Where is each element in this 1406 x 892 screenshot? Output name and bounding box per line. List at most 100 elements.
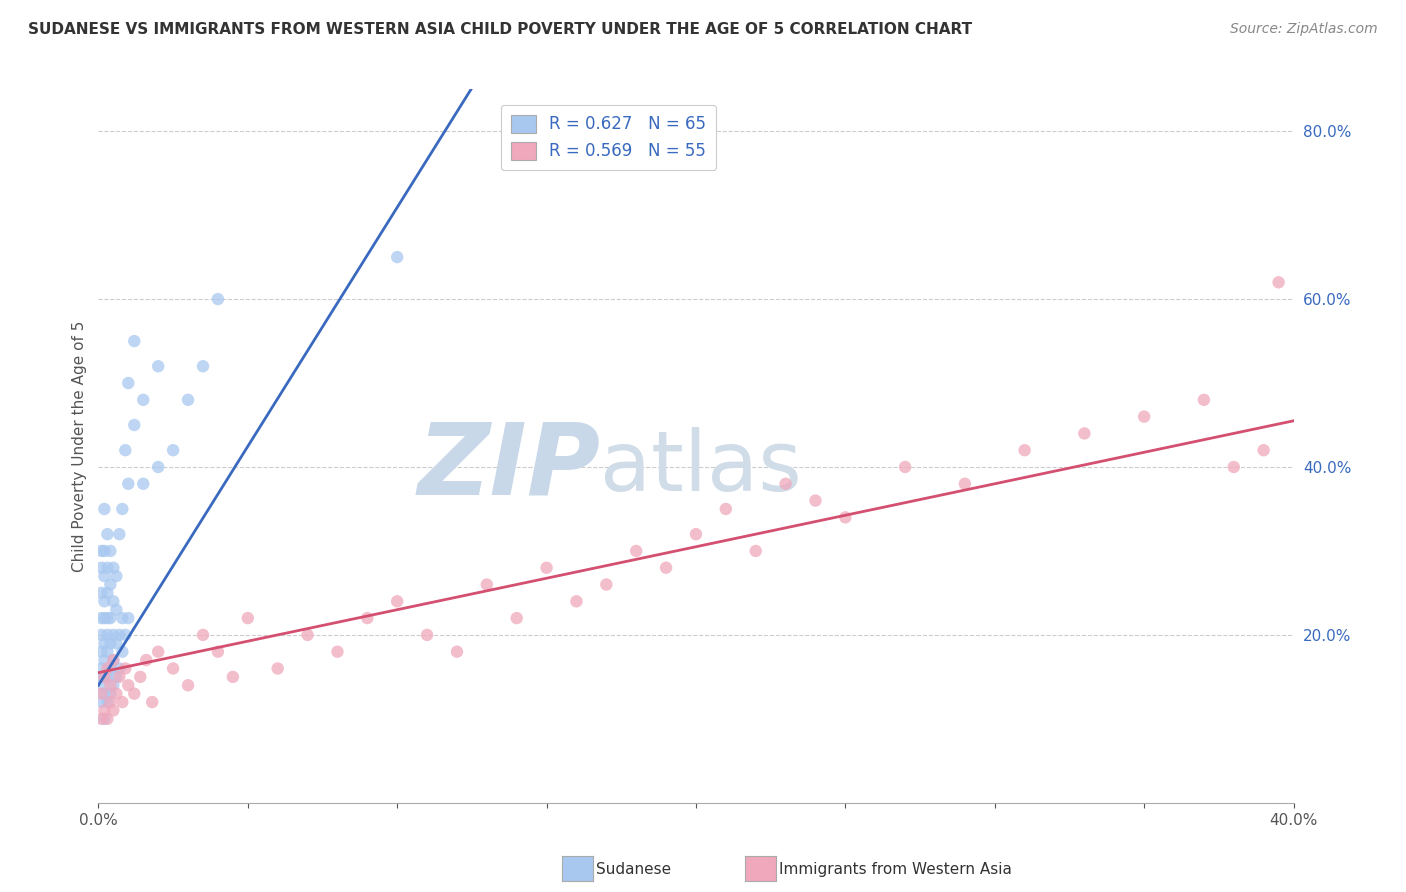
Point bbox=[98, 661, 122, 675]
Point bbox=[93, 569, 115, 583]
Point bbox=[135, 653, 157, 667]
Point bbox=[655, 560, 678, 574]
Point bbox=[132, 476, 155, 491]
Point bbox=[98, 544, 122, 558]
Point bbox=[124, 334, 146, 348]
Y-axis label: Child Poverty Under the Age of 5: Child Poverty Under the Age of 5 bbox=[72, 320, 87, 572]
Point bbox=[191, 628, 214, 642]
Point bbox=[98, 678, 122, 692]
Point bbox=[93, 687, 115, 701]
Point bbox=[124, 687, 146, 701]
Point bbox=[624, 544, 647, 558]
Point bbox=[1192, 392, 1215, 407]
Point bbox=[93, 502, 115, 516]
Point bbox=[90, 687, 112, 701]
Point bbox=[162, 443, 184, 458]
Point bbox=[93, 653, 115, 667]
Point bbox=[1014, 443, 1036, 458]
Point bbox=[132, 392, 155, 407]
Point bbox=[96, 628, 118, 642]
Point bbox=[124, 417, 146, 432]
Point bbox=[804, 493, 827, 508]
Point bbox=[105, 569, 128, 583]
Point bbox=[90, 628, 112, 642]
Point bbox=[114, 628, 136, 642]
Point bbox=[111, 695, 134, 709]
Point bbox=[148, 359, 170, 374]
Point bbox=[416, 628, 439, 642]
Point bbox=[129, 670, 152, 684]
Point bbox=[114, 443, 136, 458]
Point bbox=[297, 628, 319, 642]
Point bbox=[98, 687, 122, 701]
Point bbox=[93, 594, 115, 608]
Point bbox=[93, 712, 115, 726]
Point bbox=[326, 645, 349, 659]
Point bbox=[105, 670, 128, 684]
Point bbox=[96, 611, 118, 625]
Point bbox=[446, 645, 468, 659]
Point bbox=[105, 603, 128, 617]
Point bbox=[117, 611, 139, 625]
Point bbox=[90, 695, 112, 709]
Point bbox=[98, 577, 122, 591]
Point bbox=[1073, 426, 1095, 441]
Point bbox=[177, 392, 200, 407]
Point bbox=[565, 594, 588, 608]
Point bbox=[103, 594, 125, 608]
Point bbox=[90, 544, 112, 558]
Point bbox=[745, 544, 768, 558]
Point bbox=[103, 703, 125, 717]
Point bbox=[191, 359, 214, 374]
Point bbox=[207, 292, 229, 306]
Point bbox=[96, 527, 118, 541]
Point bbox=[90, 670, 112, 684]
Point bbox=[894, 460, 917, 475]
Point bbox=[103, 628, 125, 642]
Point bbox=[1133, 409, 1156, 424]
Point bbox=[953, 476, 976, 491]
Point bbox=[834, 510, 856, 524]
Point bbox=[96, 695, 118, 709]
Point bbox=[267, 661, 290, 675]
Point bbox=[93, 670, 115, 684]
Point bbox=[93, 611, 115, 625]
Point bbox=[385, 250, 409, 264]
Point bbox=[1267, 275, 1289, 289]
Point bbox=[96, 712, 118, 726]
Point bbox=[111, 502, 134, 516]
Point bbox=[98, 611, 122, 625]
Point bbox=[114, 661, 136, 675]
Point bbox=[117, 376, 139, 390]
Point bbox=[103, 678, 125, 692]
Point bbox=[162, 661, 184, 675]
Point bbox=[105, 687, 128, 701]
Point bbox=[96, 645, 118, 659]
Text: ZIP: ZIP bbox=[418, 419, 600, 516]
Point bbox=[90, 560, 112, 574]
Point bbox=[90, 611, 112, 625]
Point bbox=[90, 586, 112, 600]
Point bbox=[93, 636, 115, 650]
Text: Sudanese: Sudanese bbox=[596, 863, 671, 877]
Point bbox=[96, 661, 118, 675]
Point bbox=[90, 712, 112, 726]
Point bbox=[117, 678, 139, 692]
Point bbox=[90, 678, 112, 692]
Text: atlas: atlas bbox=[600, 427, 801, 508]
Point bbox=[714, 502, 737, 516]
Point bbox=[98, 636, 122, 650]
Point bbox=[207, 645, 229, 659]
Text: Immigrants from Western Asia: Immigrants from Western Asia bbox=[779, 863, 1012, 877]
Text: Source: ZipAtlas.com: Source: ZipAtlas.com bbox=[1230, 22, 1378, 37]
Point bbox=[93, 703, 115, 717]
Point bbox=[108, 527, 131, 541]
Point bbox=[222, 670, 245, 684]
Legend: R = 0.627   N = 65, R = 0.569   N = 55: R = 0.627 N = 65, R = 0.569 N = 55 bbox=[501, 104, 717, 170]
Point bbox=[595, 577, 617, 591]
Point bbox=[93, 670, 115, 684]
Text: SUDANESE VS IMMIGRANTS FROM WESTERN ASIA CHILD POVERTY UNDER THE AGE OF 5 CORREL: SUDANESE VS IMMIGRANTS FROM WESTERN ASIA… bbox=[28, 22, 972, 37]
Point bbox=[506, 611, 529, 625]
Point bbox=[111, 611, 134, 625]
Point bbox=[1223, 460, 1246, 475]
